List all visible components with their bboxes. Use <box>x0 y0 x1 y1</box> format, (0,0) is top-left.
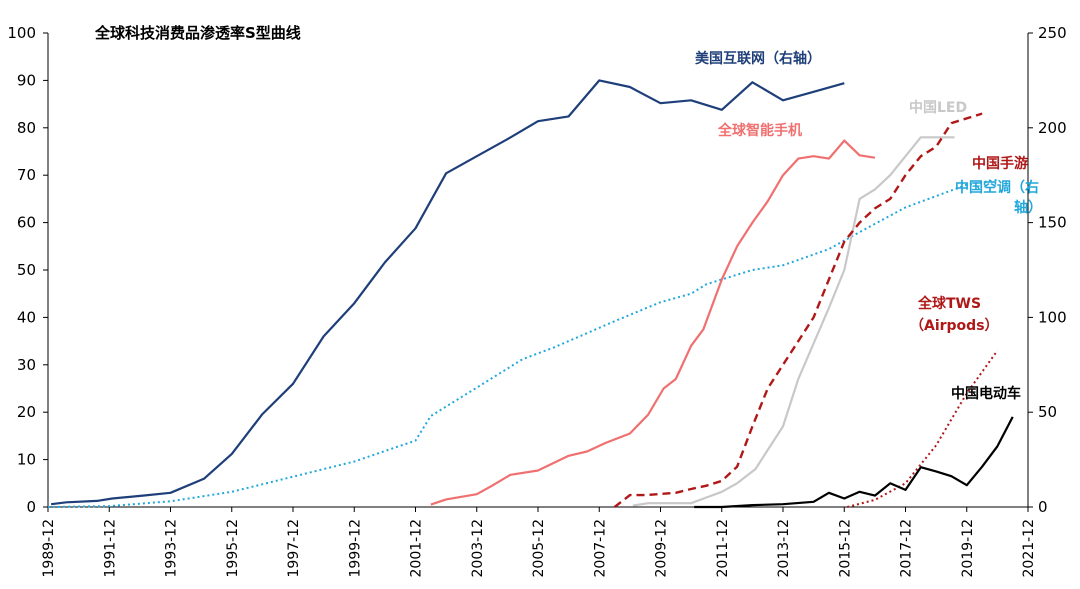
series-line-5 <box>847 350 999 508</box>
x-tick-label: 1995-12 <box>225 519 241 578</box>
series-label-aircon: 中国空调（右 轴） <box>955 179 1044 216</box>
y-left-tick-label: 20 <box>17 403 36 421</box>
y-left-tick-label: 60 <box>17 214 36 232</box>
series-line-6 <box>694 416 1014 509</box>
x-tick-label: 2017-12 <box>899 519 915 578</box>
y-left-tick-label: 80 <box>17 119 36 137</box>
y-right-tick-label: 250 <box>1038 24 1067 42</box>
x-tick-label: 1997-12 <box>286 519 302 578</box>
x-tick-label: 1989-12 <box>41 519 57 578</box>
x-tick-label: 2019-12 <box>960 519 976 578</box>
x-tick-label: 1991-12 <box>102 519 118 578</box>
series-label-tws-line1: 全球TWS <box>917 295 981 312</box>
y-left-tick-label: 90 <box>17 71 36 89</box>
x-tick-label: 2013-12 <box>776 519 792 578</box>
series-label-ev: 中国电动车 <box>951 385 1021 402</box>
y-left-tick-label: 10 <box>17 451 36 469</box>
series-line-4 <box>613 112 983 508</box>
series-line-1 <box>47 178 998 508</box>
x-tick-label: 2015-12 <box>837 519 853 578</box>
y-left-tick-label: 100 <box>7 24 36 42</box>
x-tick-label: 2007-12 <box>592 519 608 578</box>
y-right-tick-label: 0 <box>1038 498 1048 516</box>
y-left-tick-label: 0 <box>26 498 36 516</box>
x-tick-label: 1993-12 <box>164 519 180 578</box>
y-right-tick-label: 100 <box>1038 308 1067 326</box>
y-left-tick-label: 30 <box>17 356 36 374</box>
y-right-tick-label: 150 <box>1038 214 1067 232</box>
chart-title: 全球科技消费品渗透率S型曲线 <box>94 24 301 42</box>
x-tick-label: 2009-12 <box>654 519 670 578</box>
series-line-0 <box>50 79 845 506</box>
series-label-us-internet: 美国互联网（右轴） <box>695 50 821 67</box>
series-label-aircon-line2: 轴） <box>1014 199 1042 216</box>
x-tick-label: 1999-12 <box>347 519 363 578</box>
series-label-tws: 全球TWS （Airpods） <box>910 295 999 334</box>
series-label-smartphone: 全球智能手机 <box>717 122 802 139</box>
y-right-tick-label: 200 <box>1038 119 1067 137</box>
series-label-china-led: 中国LED <box>909 99 967 116</box>
series-group <box>47 79 1014 509</box>
annotation-group: 全球科技消费品渗透率S型曲线 美国互联网（右轴） 全球智能手机 中国LED 中国… <box>94 24 1044 402</box>
series-label-mobile-game: 中国手游 <box>972 155 1028 172</box>
x-tick-label: 2011-12 <box>715 519 731 578</box>
axes: 0 10 20 30 40 50 60 70 80 90 100 0 50 100 150 200 250 198… <box>7 24 1066 578</box>
y-left-tick-label: 50 <box>17 261 36 279</box>
series-line-3 <box>632 136 955 507</box>
series-line-2 <box>430 139 876 506</box>
y-left-tick-label: 40 <box>17 308 36 326</box>
y-right-tick-label: 50 <box>1038 403 1057 421</box>
series-label-aircon-line1: 中国空调（右 <box>955 179 1039 196</box>
x-tick-label: 2003-12 <box>470 519 486 578</box>
y-left-tick-label: 70 <box>17 166 36 184</box>
series-label-tws-line2: （Airpods） <box>910 318 999 334</box>
x-tick-label: 2001-12 <box>409 519 425 578</box>
x-tick-label: 2005-12 <box>531 519 547 578</box>
x-tick-label: 2021-12 <box>1021 519 1037 578</box>
